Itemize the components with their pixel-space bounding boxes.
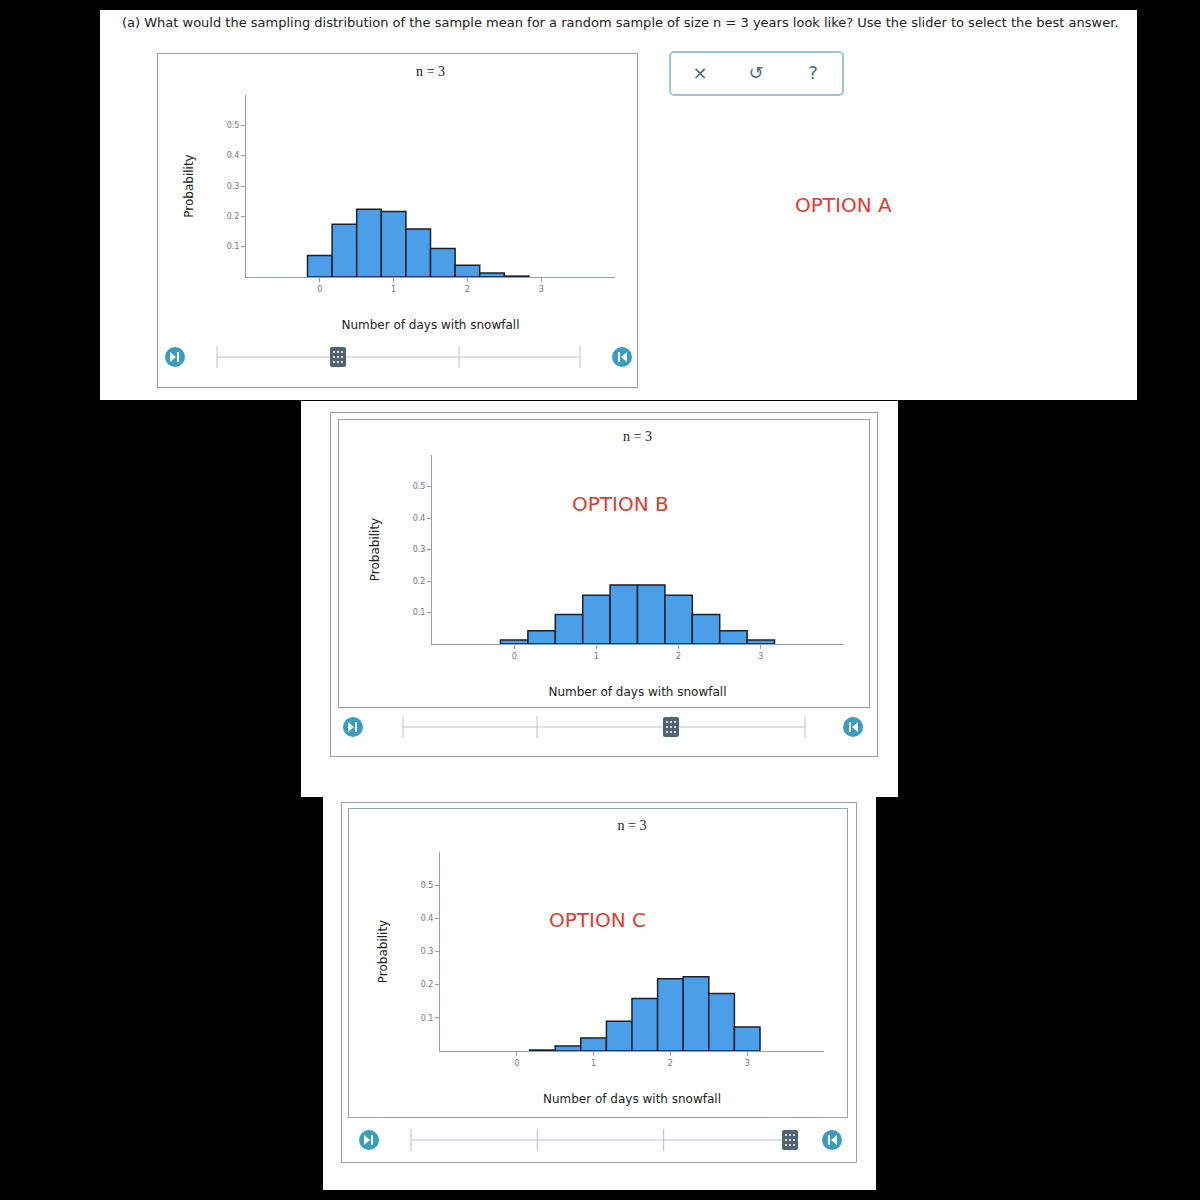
svg-text:3: 3: [539, 285, 544, 294]
svg-text:0.2: 0.2: [421, 980, 434, 989]
svg-text:Probability: Probability: [368, 518, 382, 581]
svg-text:1: 1: [591, 1059, 596, 1068]
svg-text:n = 3: n = 3: [623, 429, 652, 444]
html-text:OPTION C: OPTION C: [549, 908, 646, 932]
html-text:OPTION A: OPTION A: [795, 193, 892, 217]
svg-text:Probability: Probability: [182, 154, 196, 217]
svg-text:2: 2: [465, 285, 470, 294]
svg-text:0.3: 0.3: [421, 947, 434, 956]
svg-text:0.5: 0.5: [421, 881, 434, 890]
svg-text:Probability: Probability: [376, 920, 390, 983]
svg-text:0.4: 0.4: [413, 514, 426, 523]
svg-text:0.1: 0.1: [413, 608, 426, 617]
svg-text:?: ?: [808, 62, 818, 83]
svg-text:0.4: 0.4: [421, 914, 434, 923]
svg-text:0.4: 0.4: [227, 151, 240, 160]
svg-text:0: 0: [317, 285, 322, 294]
html-text:(a) What would the sampling di: (a) What would the sampling distribution…: [122, 15, 1119, 30]
svg-text:0.3: 0.3: [413, 545, 426, 554]
svg-text:1: 1: [391, 285, 396, 294]
svg-text:0.1: 0.1: [421, 1014, 434, 1023]
svg-text:0.1: 0.1: [227, 242, 240, 251]
svg-text:0: 0: [512, 652, 517, 661]
svg-text:0.5: 0.5: [413, 482, 426, 491]
svg-text:3: 3: [745, 1059, 750, 1068]
svg-text:2: 2: [668, 1059, 673, 1068]
svg-text:×: ×: [692, 62, 707, 83]
svg-text:n = 3: n = 3: [618, 818, 647, 833]
svg-text:0.5: 0.5: [227, 121, 240, 130]
svg-text:Number of days with snowfall: Number of days with snowfall: [341, 318, 519, 332]
svg-text:3: 3: [758, 652, 763, 661]
svg-text:Number of days with snowfall: Number of days with snowfall: [543, 1092, 721, 1106]
svg-text:0.2: 0.2: [413, 577, 426, 586]
svg-text:Number of days with snowfall: Number of days with snowfall: [548, 685, 726, 699]
svg-text:1: 1: [594, 652, 599, 661]
svg-text:n = 3: n = 3: [416, 64, 445, 79]
svg-text:2: 2: [676, 652, 681, 661]
svg-text:0: 0: [514, 1059, 519, 1068]
svg-text:0.3: 0.3: [227, 182, 240, 191]
svg-text:0.2: 0.2: [227, 212, 240, 221]
svg-text:↺: ↺: [748, 62, 763, 83]
html-text:OPTION B: OPTION B: [572, 492, 669, 516]
